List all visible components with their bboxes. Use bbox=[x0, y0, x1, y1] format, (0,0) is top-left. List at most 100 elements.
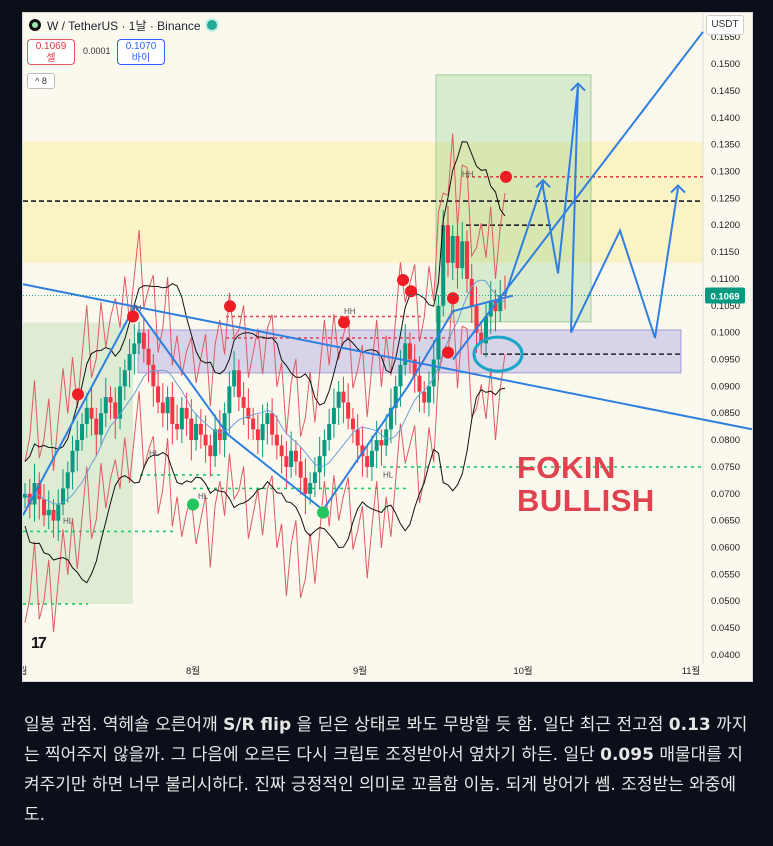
y-tick-label: 0.0400 bbox=[711, 650, 740, 661]
buy-button[interactable]: 0.1070 바이 bbox=[117, 39, 165, 65]
candle-body bbox=[236, 370, 241, 398]
candle-body bbox=[322, 440, 327, 457]
y-tick-label: 0.1450 bbox=[711, 86, 740, 97]
candle-body bbox=[255, 429, 260, 441]
peak-marker bbox=[500, 170, 512, 183]
candle-body bbox=[426, 386, 431, 403]
candle-body bbox=[398, 364, 403, 387]
symbol-title[interactable]: W / TetherUS · 1날 · Binance bbox=[47, 18, 201, 33]
candle-body bbox=[165, 397, 170, 414]
envelope-lower-line bbox=[24, 294, 506, 633]
caption-bold-2: 0.13 bbox=[668, 715, 711, 735]
caption-text-3: 까지는 찍어주지 않을까. 그 다음에 오르든 다시 크립토 조정받아서 옆차기… bbox=[24, 715, 748, 765]
y-tick-label: 0.0850 bbox=[711, 408, 740, 419]
bollinger-upper-line bbox=[24, 141, 506, 462]
y-tick-label: 0.1000 bbox=[711, 328, 740, 339]
candle-body bbox=[99, 413, 104, 435]
candle-body bbox=[103, 397, 108, 414]
candle-body bbox=[94, 418, 99, 435]
trough-marker bbox=[317, 506, 329, 519]
candle-body bbox=[56, 504, 61, 521]
candle-body bbox=[298, 461, 303, 478]
candle-body bbox=[65, 472, 70, 489]
peak-marker bbox=[442, 346, 454, 359]
candle-body bbox=[403, 343, 408, 365]
candle-body bbox=[42, 499, 47, 516]
tradingview-logo-icon: 17 bbox=[31, 635, 47, 652]
candle-body bbox=[436, 305, 441, 360]
candle-body bbox=[89, 407, 94, 419]
indicators-toggle[interactable]: ^ 8 bbox=[27, 73, 55, 89]
candle-body bbox=[483, 316, 488, 344]
peak-marker bbox=[397, 273, 409, 286]
y-tick-label: 0.0900 bbox=[711, 381, 740, 392]
y-tick-label: 0.1400 bbox=[711, 113, 740, 124]
swing-label: HL bbox=[63, 516, 74, 525]
candle-body bbox=[374, 440, 379, 451]
buy-price: 0.1070 bbox=[125, 41, 157, 52]
candle-body bbox=[51, 509, 56, 521]
y-tick-label: 0.0450 bbox=[711, 623, 740, 634]
candle-body bbox=[279, 445, 284, 457]
candle-body bbox=[412, 359, 417, 376]
sell-price: 0.1069 bbox=[35, 41, 67, 52]
peak-marker bbox=[224, 300, 236, 313]
candle-body bbox=[336, 391, 341, 408]
candle-body bbox=[137, 332, 142, 344]
candle-body bbox=[350, 418, 355, 430]
swing-label: HL bbox=[198, 492, 209, 501]
candle-body bbox=[246, 407, 251, 419]
highlight-circle bbox=[472, 335, 524, 373]
candle-body bbox=[146, 348, 151, 365]
arrow-head-icon bbox=[670, 184, 686, 194]
candle-body bbox=[156, 386, 161, 403]
y-tick-label: 0.1200 bbox=[711, 220, 740, 231]
candle-body bbox=[217, 429, 222, 441]
currency-select[interactable]: USDT bbox=[706, 15, 744, 35]
chevron-up-icon: ^ bbox=[35, 76, 40, 86]
y-tick-label: 0.0950 bbox=[711, 354, 740, 365]
projection-path bbox=[504, 85, 679, 339]
caption-text-1: 일봉 관점. 역헤숄 오른어깨 bbox=[24, 715, 224, 735]
candle-body bbox=[227, 386, 232, 414]
y-tick-label: 0.0500 bbox=[711, 596, 740, 607]
candle-body bbox=[270, 413, 275, 435]
candle-body bbox=[431, 359, 436, 387]
candle-body bbox=[61, 488, 66, 505]
candle-body bbox=[479, 332, 484, 344]
candle-body bbox=[441, 225, 446, 306]
candle-body bbox=[284, 456, 289, 467]
candle-body bbox=[232, 370, 237, 387]
y-tick-label: 0.0700 bbox=[711, 489, 740, 500]
candle-body bbox=[251, 418, 256, 430]
bullish-annotation: FOKIN BULLISH bbox=[517, 451, 655, 517]
candle-body bbox=[189, 418, 194, 441]
arrow-head-icon bbox=[570, 82, 586, 92]
y-tick-label: 0.0600 bbox=[711, 543, 740, 554]
candle-body bbox=[388, 407, 393, 430]
candle-body bbox=[198, 423, 203, 435]
price-chart[interactable]: 0.1550 0.1500 0.1450 0.1400 0.1350 0.1300 0.12… bbox=[23, 13, 752, 681]
candle-body bbox=[498, 295, 503, 312]
candle-body bbox=[274, 434, 279, 446]
candle-body bbox=[417, 375, 422, 392]
coin-icon bbox=[29, 19, 41, 31]
symbol-header: W / TetherUS · 1날 · Binance bbox=[29, 17, 217, 33]
annotation-line-2: BULLISH bbox=[517, 483, 655, 518]
peak-marker bbox=[338, 316, 350, 329]
peak-marker bbox=[72, 388, 84, 401]
buy-label: 바이 bbox=[131, 53, 151, 64]
sell-button[interactable]: 0.1069 셀 bbox=[27, 39, 75, 65]
candle-body bbox=[469, 278, 474, 306]
y-tick-label: 0.0800 bbox=[711, 435, 740, 446]
candle-body bbox=[346, 402, 351, 419]
candle-body bbox=[184, 407, 189, 419]
envelope-upper-line bbox=[24, 133, 506, 471]
y-tick-label: 0.0550 bbox=[711, 569, 740, 580]
spread-value: 0.0001 bbox=[83, 46, 111, 56]
chart-panel[interactable]: 0.1550 0.1500 0.1450 0.1400 0.1350 0.1300 0.12… bbox=[22, 12, 753, 682]
candle-body bbox=[355, 429, 360, 446]
candle-body bbox=[203, 434, 208, 446]
last-price-tag bbox=[705, 287, 745, 304]
peak-marker bbox=[405, 285, 417, 298]
